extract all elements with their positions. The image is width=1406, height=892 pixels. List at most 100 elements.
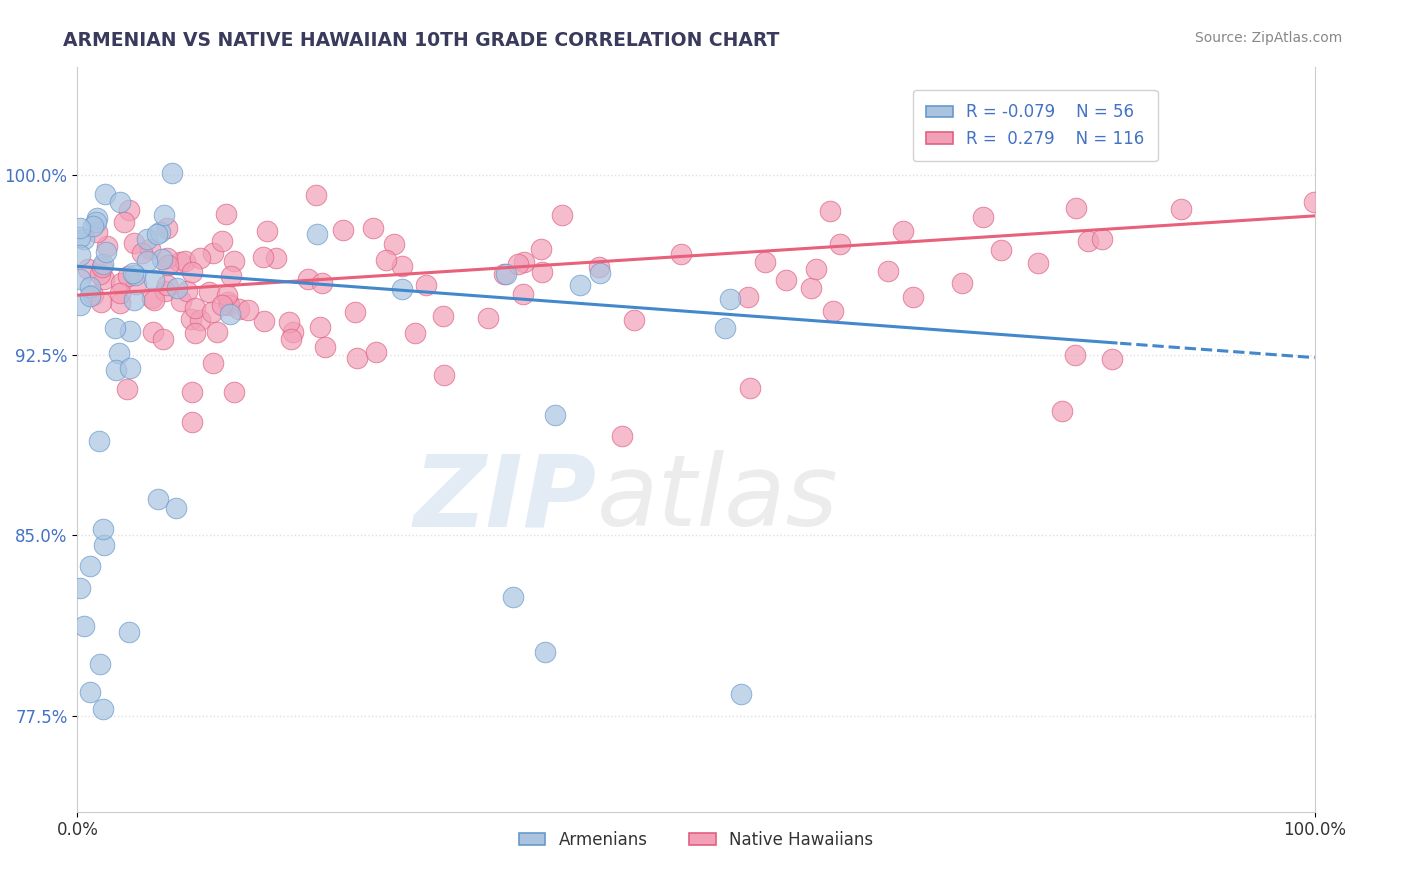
Point xyxy=(115,382,138,396)
Point xyxy=(82,288,104,302)
Point xyxy=(124,293,146,308)
Point xyxy=(346,351,368,365)
Point xyxy=(821,304,844,318)
Point xyxy=(125,277,148,291)
Text: ARMENIAN VS NATIVE HAWAIIAN 10TH GRADE CORRELATION CHART: ARMENIAN VS NATIVE HAWAIIAN 10TH GRADE C… xyxy=(63,31,780,50)
Point xyxy=(799,281,821,295)
Point xyxy=(311,276,333,290)
Point xyxy=(972,210,994,224)
Point xyxy=(69,248,91,262)
Point xyxy=(391,260,413,274)
Point xyxy=(806,262,828,277)
Point xyxy=(740,381,762,395)
Point xyxy=(104,321,127,335)
Point xyxy=(149,226,172,240)
Point xyxy=(477,310,499,325)
Point xyxy=(544,408,567,422)
Point xyxy=(513,254,536,268)
Point xyxy=(146,227,169,241)
Point xyxy=(1101,351,1123,366)
Point xyxy=(131,245,153,260)
Point xyxy=(1091,232,1114,246)
Point xyxy=(79,280,101,294)
Point xyxy=(180,415,202,429)
Text: atlas: atlas xyxy=(598,450,838,548)
Point xyxy=(79,289,101,303)
Point xyxy=(730,687,752,701)
Point xyxy=(1303,195,1326,210)
Point xyxy=(142,325,165,339)
Point xyxy=(124,235,146,250)
Point xyxy=(73,618,96,632)
Point xyxy=(502,590,524,604)
Point xyxy=(256,224,278,238)
Point xyxy=(534,645,557,659)
Point xyxy=(124,268,146,282)
Point xyxy=(893,224,915,238)
Point xyxy=(211,298,233,312)
Point xyxy=(155,251,177,265)
Point xyxy=(264,251,287,265)
Point xyxy=(69,581,91,595)
Point xyxy=(82,219,104,234)
Point xyxy=(136,232,159,246)
Point xyxy=(117,202,139,217)
Point xyxy=(169,293,191,308)
Point xyxy=(253,314,276,328)
Point xyxy=(108,295,131,310)
Point xyxy=(91,522,114,536)
Point xyxy=(508,257,530,271)
Point xyxy=(530,265,553,279)
Point xyxy=(280,332,302,346)
Point xyxy=(281,325,304,339)
Point xyxy=(876,264,898,278)
Point xyxy=(1026,256,1049,270)
Point xyxy=(415,278,437,293)
Point xyxy=(176,285,198,299)
Point xyxy=(165,500,187,515)
Point xyxy=(157,258,180,272)
Point xyxy=(86,225,108,239)
Point xyxy=(252,251,274,265)
Point xyxy=(69,271,91,285)
Text: Source: ZipAtlas.com: Source: ZipAtlas.com xyxy=(1195,31,1343,45)
Point xyxy=(143,293,166,307)
Point xyxy=(112,215,135,229)
Point xyxy=(96,239,118,253)
Point xyxy=(529,242,551,256)
Point xyxy=(108,194,131,209)
Point xyxy=(89,657,111,671)
Point xyxy=(344,304,367,318)
Point xyxy=(217,294,239,309)
Point xyxy=(404,326,426,341)
Point xyxy=(94,187,117,202)
Point xyxy=(307,227,329,241)
Point xyxy=(69,230,91,244)
Point xyxy=(117,269,139,284)
Point xyxy=(1064,202,1087,216)
Point xyxy=(73,232,96,246)
Point xyxy=(152,252,174,266)
Point xyxy=(69,221,91,235)
Point xyxy=(90,260,112,274)
Point xyxy=(990,244,1012,258)
Point xyxy=(332,222,354,236)
Point xyxy=(382,237,405,252)
Point xyxy=(314,339,336,353)
Point xyxy=(136,254,159,268)
Point xyxy=(122,266,145,280)
Point xyxy=(432,309,454,323)
Point xyxy=(1063,348,1085,362)
Point xyxy=(512,287,534,301)
Legend: Armenians, Native Hawaiians: Armenians, Native Hawaiians xyxy=(512,824,880,855)
Point xyxy=(219,307,242,321)
Point xyxy=(180,264,202,278)
Point xyxy=(156,277,179,292)
Point xyxy=(304,188,326,202)
Point xyxy=(361,220,384,235)
Point xyxy=(120,360,142,375)
Point xyxy=(69,298,91,312)
Point xyxy=(215,287,238,301)
Point xyxy=(950,276,973,290)
Point xyxy=(278,315,301,329)
